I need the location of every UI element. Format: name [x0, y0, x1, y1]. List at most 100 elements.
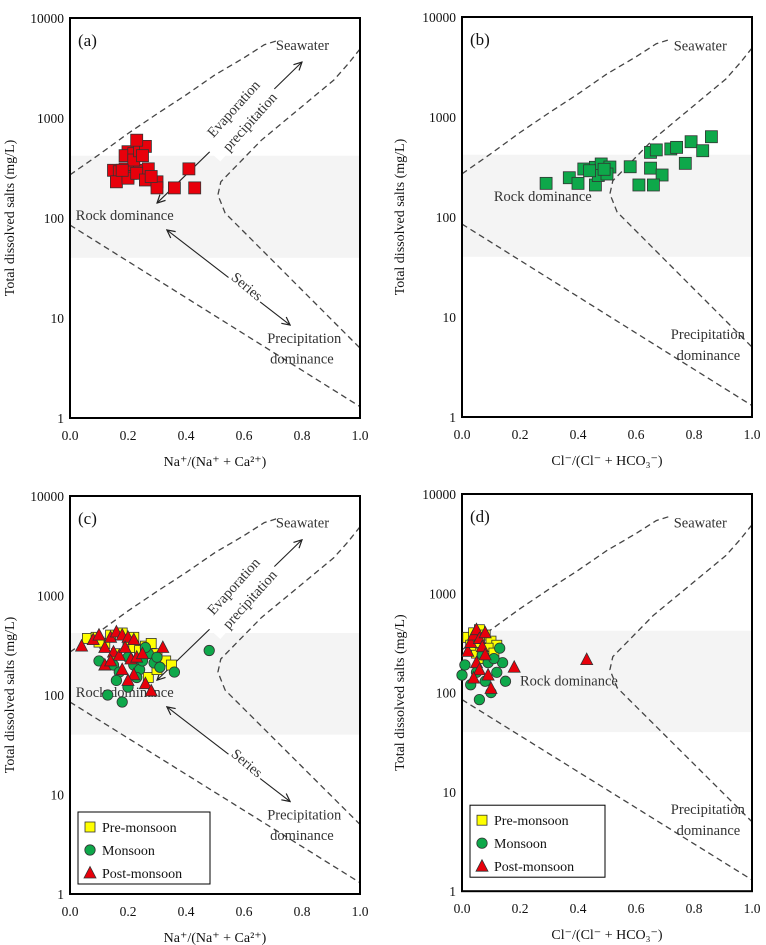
precipitation-dominance-label-line2: dominance [677, 348, 741, 364]
y-tick-label: 100 [436, 210, 457, 225]
precipitation-dominance-label: Precipitation [671, 327, 746, 343]
label-mask [193, 547, 281, 639]
x-tick-label: 1.0 [744, 901, 761, 916]
label-mask [226, 268, 268, 307]
data-point [705, 130, 718, 144]
data-point [649, 143, 663, 157]
plot-frame [461, 16, 753, 418]
y-tick-label: 10 [443, 785, 457, 800]
x-tick-label: 0.6 [628, 901, 645, 916]
panel-b: (b) Seawater Rock dominance Precipitation do… [393, 10, 761, 469]
x-tick-label: 0.4 [570, 901, 587, 916]
data-point [110, 674, 123, 687]
x-tick-label: 0.0 [62, 904, 79, 919]
data-point [110, 175, 123, 189]
legend: Pre-monsoon Monsoon Post-monsoon [469, 804, 606, 878]
y-tick-label: 1000 [37, 111, 64, 126]
x-axis-title: Na⁺/(Na⁺ + Ca²⁺) [164, 455, 267, 470]
y-tick-label: 100 [44, 688, 65, 703]
data-point [168, 666, 180, 678]
data-point [644, 161, 657, 175]
y-tick-label: 1000 [37, 589, 64, 604]
data-point [127, 632, 141, 646]
x-tick-label: 0.0 [454, 427, 471, 442]
data-point [92, 627, 106, 641]
label-mask [226, 744, 268, 783]
data-point [647, 178, 660, 192]
data-point [150, 181, 164, 195]
y-tick-label: 1000 [429, 586, 456, 601]
series-post-monsoon [74, 624, 170, 697]
x-tick-label: 0.4 [570, 427, 587, 442]
x-tick-label: 0.2 [120, 904, 137, 919]
precipitation-dominance-label: Precipitation [267, 331, 342, 347]
data-point [203, 644, 215, 657]
precipitation-dominance-label-line2: dominance [270, 828, 334, 844]
y-tick-label: 10000 [30, 11, 64, 26]
data-point [112, 648, 126, 661]
x-tick-label: 0.6 [236, 904, 253, 919]
data-point [461, 644, 475, 657]
data-point [484, 681, 498, 694]
data-point [494, 642, 506, 654]
seawater-label: Seawater [276, 38, 329, 54]
series-arrow [167, 230, 290, 325]
y-axis-title: Total dissolved salts (mg/L) [393, 138, 408, 295]
y-tick-label: 1 [57, 411, 64, 426]
x-tick-label: 0.8 [294, 428, 311, 443]
legend-entry: Pre-monsoon [494, 814, 569, 829]
x-tick-label: 0.2 [512, 427, 529, 442]
rock-dominance-label: Rock dominance [494, 189, 592, 205]
data-point [539, 176, 553, 190]
data-point [127, 667, 141, 681]
panel-label: (d) [470, 507, 490, 526]
x-tick-label: 0.2 [120, 428, 137, 443]
boundary-lower-line [461, 223, 753, 407]
data-point [472, 662, 487, 676]
seawater-label: Seawater [674, 515, 727, 531]
data-point [459, 659, 471, 671]
data-point [464, 635, 478, 648]
plot-frame [69, 17, 361, 419]
plot-frame [461, 493, 753, 893]
panel-label: (c) [78, 509, 97, 528]
data-point [655, 168, 669, 182]
label-mask [193, 70, 281, 162]
data-point [156, 640, 170, 653]
x-axis-title: Cl⁻/(Cl⁻ + HCO₃⁻) [551, 928, 663, 943]
data-point [130, 133, 144, 147]
x-tick-label: 0.0 [454, 901, 471, 916]
legend-marker [83, 865, 97, 879]
data-point [154, 661, 166, 673]
y-tick-label: 1 [449, 410, 456, 425]
data-point [481, 667, 495, 681]
data-point [473, 694, 485, 706]
x-axis-title: Na⁺/(Na⁺ + Ca²⁺) [164, 931, 267, 945]
precipitation-dominance-label: Precipitation [671, 802, 746, 818]
data-point [678, 156, 692, 170]
data-point [597, 162, 611, 176]
y-tick-label: 1 [449, 884, 456, 899]
y-axis-title: Total dissolved salts (mg/L) [393, 614, 408, 771]
data-point [138, 676, 153, 690]
boundary-right-line [609, 524, 753, 823]
data-point [188, 181, 202, 195]
legend-entry: Post-monsoon [494, 860, 574, 875]
legend-entry: Pre-monsoon [102, 821, 177, 836]
boundary-upper-line [461, 515, 671, 651]
x-tick-label: 0.6 [628, 427, 645, 442]
data-point [74, 638, 89, 652]
x-tick-label: 0.4 [178, 904, 195, 919]
x-tick-label: 0.8 [686, 901, 703, 916]
data-point [144, 683, 158, 697]
y-tick-label: 1000 [429, 110, 456, 125]
legend-marker [84, 821, 96, 833]
legend-marker [475, 858, 489, 872]
data-point [167, 181, 181, 195]
data-point [670, 140, 683, 154]
seawater-label: Seawater [674, 39, 727, 55]
x-tick-label: 1.0 [744, 427, 761, 442]
data-point [580, 652, 594, 665]
data-point [478, 625, 492, 639]
